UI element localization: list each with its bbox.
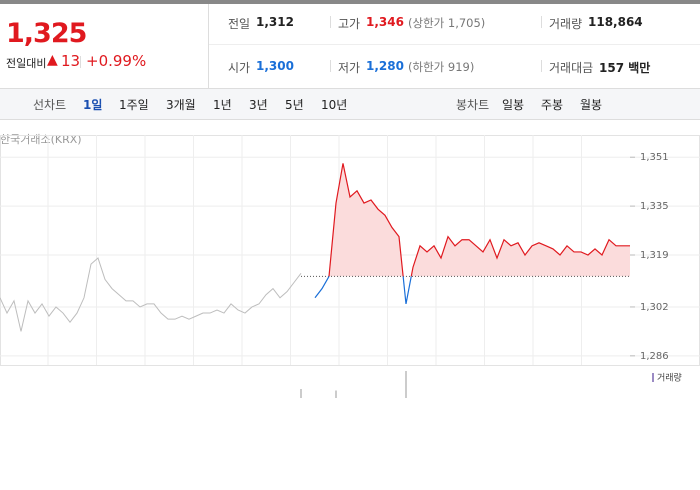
chart: 1,286 1,302 1,319 1,335 1,351 거래량 bbox=[0, 135, 700, 398]
area-fill bbox=[329, 163, 630, 277]
y-tick-label: 1,319 bbox=[640, 250, 669, 261]
stat-label: 거래대금 bbox=[549, 61, 594, 75]
tab[interactable]: 3개월 bbox=[166, 98, 196, 112]
divider bbox=[330, 60, 331, 72]
stat-value: 157 백만 bbox=[599, 61, 651, 75]
y-tick-label: 1,335 bbox=[640, 201, 669, 212]
price-line bbox=[328, 163, 630, 277]
y-tick-label: 1,302 bbox=[640, 302, 669, 313]
stat-value: 118,864 bbox=[588, 15, 643, 29]
stat-value: 1,300 bbox=[256, 59, 294, 73]
legend-swatch bbox=[652, 373, 654, 382]
price-line bbox=[0, 257, 302, 332]
stat-label: 시가 bbox=[228, 61, 251, 75]
change-rate: +0.99% bbox=[86, 52, 147, 70]
tab[interactable]: 1년 bbox=[213, 98, 232, 112]
tab[interactable]: 10년 bbox=[321, 98, 348, 112]
source: 한국거래소(KRX) bbox=[0, 133, 82, 146]
stat-value: 1,280 bbox=[366, 59, 404, 73]
volume-bar bbox=[405, 371, 407, 398]
tab[interactable]: 5년 bbox=[285, 98, 304, 112]
top-bar bbox=[0, 0, 700, 4]
change-arrow: ▲ bbox=[47, 52, 58, 68]
stat-label: 거래량 bbox=[549, 17, 583, 31]
stat-value: 1,346 bbox=[366, 15, 404, 29]
stat-value: 1,312 bbox=[256, 15, 294, 29]
volume-bar bbox=[335, 390, 337, 398]
divider bbox=[541, 16, 542, 28]
stat-label: 고가 bbox=[338, 17, 361, 31]
divider bbox=[209, 44, 700, 45]
volume-bar bbox=[300, 389, 302, 398]
y-tick-label: 1,351 bbox=[640, 152, 669, 163]
price: 1,325 bbox=[6, 18, 87, 49]
divider bbox=[330, 16, 331, 28]
legend-label: 거래량 bbox=[657, 372, 682, 384]
tab[interactable]: 3년 bbox=[249, 98, 268, 112]
tab[interactable]: 월봉 bbox=[580, 98, 603, 112]
divider bbox=[80, 56, 81, 68]
tab-bar bbox=[0, 88, 700, 120]
stat-label: 전일 bbox=[228, 17, 251, 31]
tab[interactable]: 일봉 bbox=[502, 98, 525, 112]
stat-note: (상한가 1,705) bbox=[408, 16, 486, 30]
tab-label: 선차트 bbox=[33, 98, 67, 112]
stat-label: 저가 bbox=[338, 61, 361, 75]
tab[interactable]: 주봉 bbox=[541, 98, 564, 112]
change: 13 bbox=[61, 52, 81, 70]
divider bbox=[541, 60, 542, 72]
divider bbox=[208, 4, 209, 88]
tab-label: 봉차트 bbox=[456, 98, 490, 112]
tab[interactable]: 1주일 bbox=[119, 98, 149, 112]
tab[interactable]: 1일 bbox=[83, 98, 103, 112]
stat-note: (하한가 919) bbox=[408, 60, 475, 74]
y-tick-label: 1,286 bbox=[640, 351, 669, 362]
change-label: 전일대비 bbox=[6, 57, 47, 70]
